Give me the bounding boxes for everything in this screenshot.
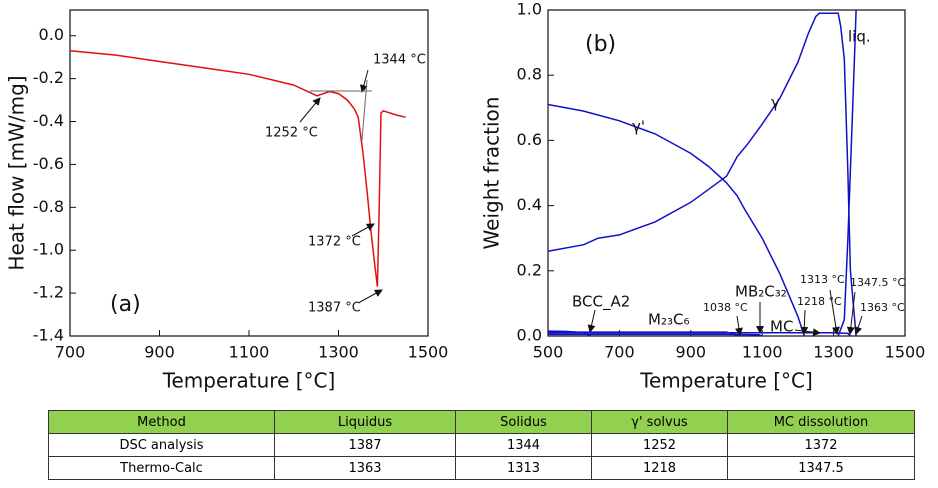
annotation-arrow: [359, 69, 369, 93]
y-tick-label: -1.2: [33, 283, 64, 302]
header-cell: Solidus: [455, 410, 592, 434]
annotation-arrow: [800, 309, 809, 335]
data-line: [837, 9, 857, 337]
y-tick-label: 0.4: [517, 195, 542, 214]
y-tick-label: 0.2: [517, 260, 542, 279]
series-label: M₂₃C₆: [648, 311, 689, 329]
x-tick-label: 700: [604, 343, 635, 362]
figure: 700 900 1100 1300 1500 0.0 -0.2 -0.4 -0.6 -0.8 -1.…: [5, 0, 926, 393]
table-row: Thermo-Calc 1363 1313 1218 1347.5: [48, 456, 915, 480]
header-cell: Method: [48, 410, 275, 434]
data-line: [547, 12, 857, 337]
x-tick-label: 1100: [742, 343, 783, 362]
annotation: 1372 °C: [308, 235, 361, 250]
table-cell: 1363: [274, 456, 456, 480]
header-cell: Liquidus: [274, 410, 456, 434]
y-tick-label: -0.2: [33, 68, 64, 87]
y-tick-label: -1.0: [33, 240, 64, 259]
annotation-arrow: [359, 289, 383, 303]
results-table: Method Liquidus Solidus γ' solvus MC dis…: [48, 410, 915, 480]
table-cell: 1344: [455, 433, 592, 457]
annotation: 1387 °C: [308, 301, 361, 316]
series-label: γ: [771, 94, 780, 112]
x-tick-label: 500: [533, 343, 564, 362]
label-arrow: [587, 309, 596, 333]
annotation: 1218 °C: [797, 295, 842, 308]
x-tick-label: 900: [144, 343, 175, 362]
table-cell: 1313: [455, 456, 592, 480]
series-label: MC: [770, 318, 793, 336]
panel-label: (b): [585, 32, 616, 57]
tangent-line: [361, 79, 368, 141]
table-row: DSC analysis 1387 1344 1252 1372: [48, 433, 915, 457]
annotation-arrow: [854, 315, 863, 335]
y-tick-label: 0.0: [517, 326, 542, 345]
annotation: 1363 °C: [860, 301, 905, 314]
annotation-arrow: [299, 97, 321, 123]
table-cell: 1218: [591, 456, 728, 480]
x-axis-label: Temperature [°C]: [639, 369, 813, 393]
x-tick-label: 900: [676, 343, 707, 362]
annotation-arrow: [351, 223, 375, 237]
table-header: Method Liquidus Solidus γ' solvus MC dis…: [48, 410, 915, 434]
y-tick-label: -0.6: [33, 154, 64, 173]
table-cell: 1347.5: [727, 456, 915, 480]
y-axis-label: Heat flow [mW/mg]: [5, 75, 29, 270]
annotation: 1038 °C: [703, 301, 748, 314]
header-cell: MC dissolution: [727, 410, 915, 434]
table-body: DSC analysis 1387 1344 1252 1372 Thermo-Calc 1…: [48, 433, 915, 480]
data-line: [547, 103, 806, 337]
x-tick-label: 1500: [408, 343, 449, 362]
data-line: [69, 50, 406, 287]
y-tick-label: 0.8: [517, 65, 542, 84]
annotation: 1347.5 °C: [850, 276, 905, 289]
plot-frame: [547, 9, 906, 337]
y-tick-label: -1.4: [33, 326, 64, 345]
annotation-arrow: [846, 291, 856, 335]
annotation: 1252 °C: [265, 126, 318, 141]
x-tick-label: 700: [55, 343, 86, 362]
table-cell: Thermo-Calc: [48, 456, 275, 480]
table-cell: DSC analysis: [48, 433, 275, 457]
header-cell: γ' solvus: [591, 410, 728, 434]
x-tick-label: 1300: [318, 343, 359, 362]
x-axis-label: Temperature [°C]: [162, 369, 336, 393]
series-label: γ': [632, 118, 645, 136]
y-axis-label: Weight fraction: [480, 97, 504, 250]
y-tick-label: 1.0: [517, 0, 542, 19]
x-tick-label: 1100: [229, 343, 270, 362]
annotation: 1313 °C: [800, 273, 845, 286]
annotation: 1344 °C: [373, 53, 426, 68]
series-label: liq.: [848, 28, 871, 46]
y-tick-label: 0.6: [517, 130, 542, 149]
annotation-arrow: [829, 289, 840, 335]
table-cell: 1252: [591, 433, 728, 457]
y-tick-label: -0.4: [33, 111, 64, 130]
table-cell: 1372: [727, 433, 915, 457]
y-tick-label: -0.8: [33, 197, 64, 216]
series-label: MB₂C₃₂: [735, 283, 787, 301]
y-tick-label: 0.0: [39, 25, 64, 44]
series-label: BCC_A2: [572, 293, 630, 312]
annotation-arrow: [734, 315, 743, 336]
panel-label: (a): [110, 292, 141, 317]
x-tick-label: 1300: [813, 343, 854, 362]
table-cell: 1387: [274, 433, 456, 457]
x-tick-label: 1500: [885, 343, 926, 362]
